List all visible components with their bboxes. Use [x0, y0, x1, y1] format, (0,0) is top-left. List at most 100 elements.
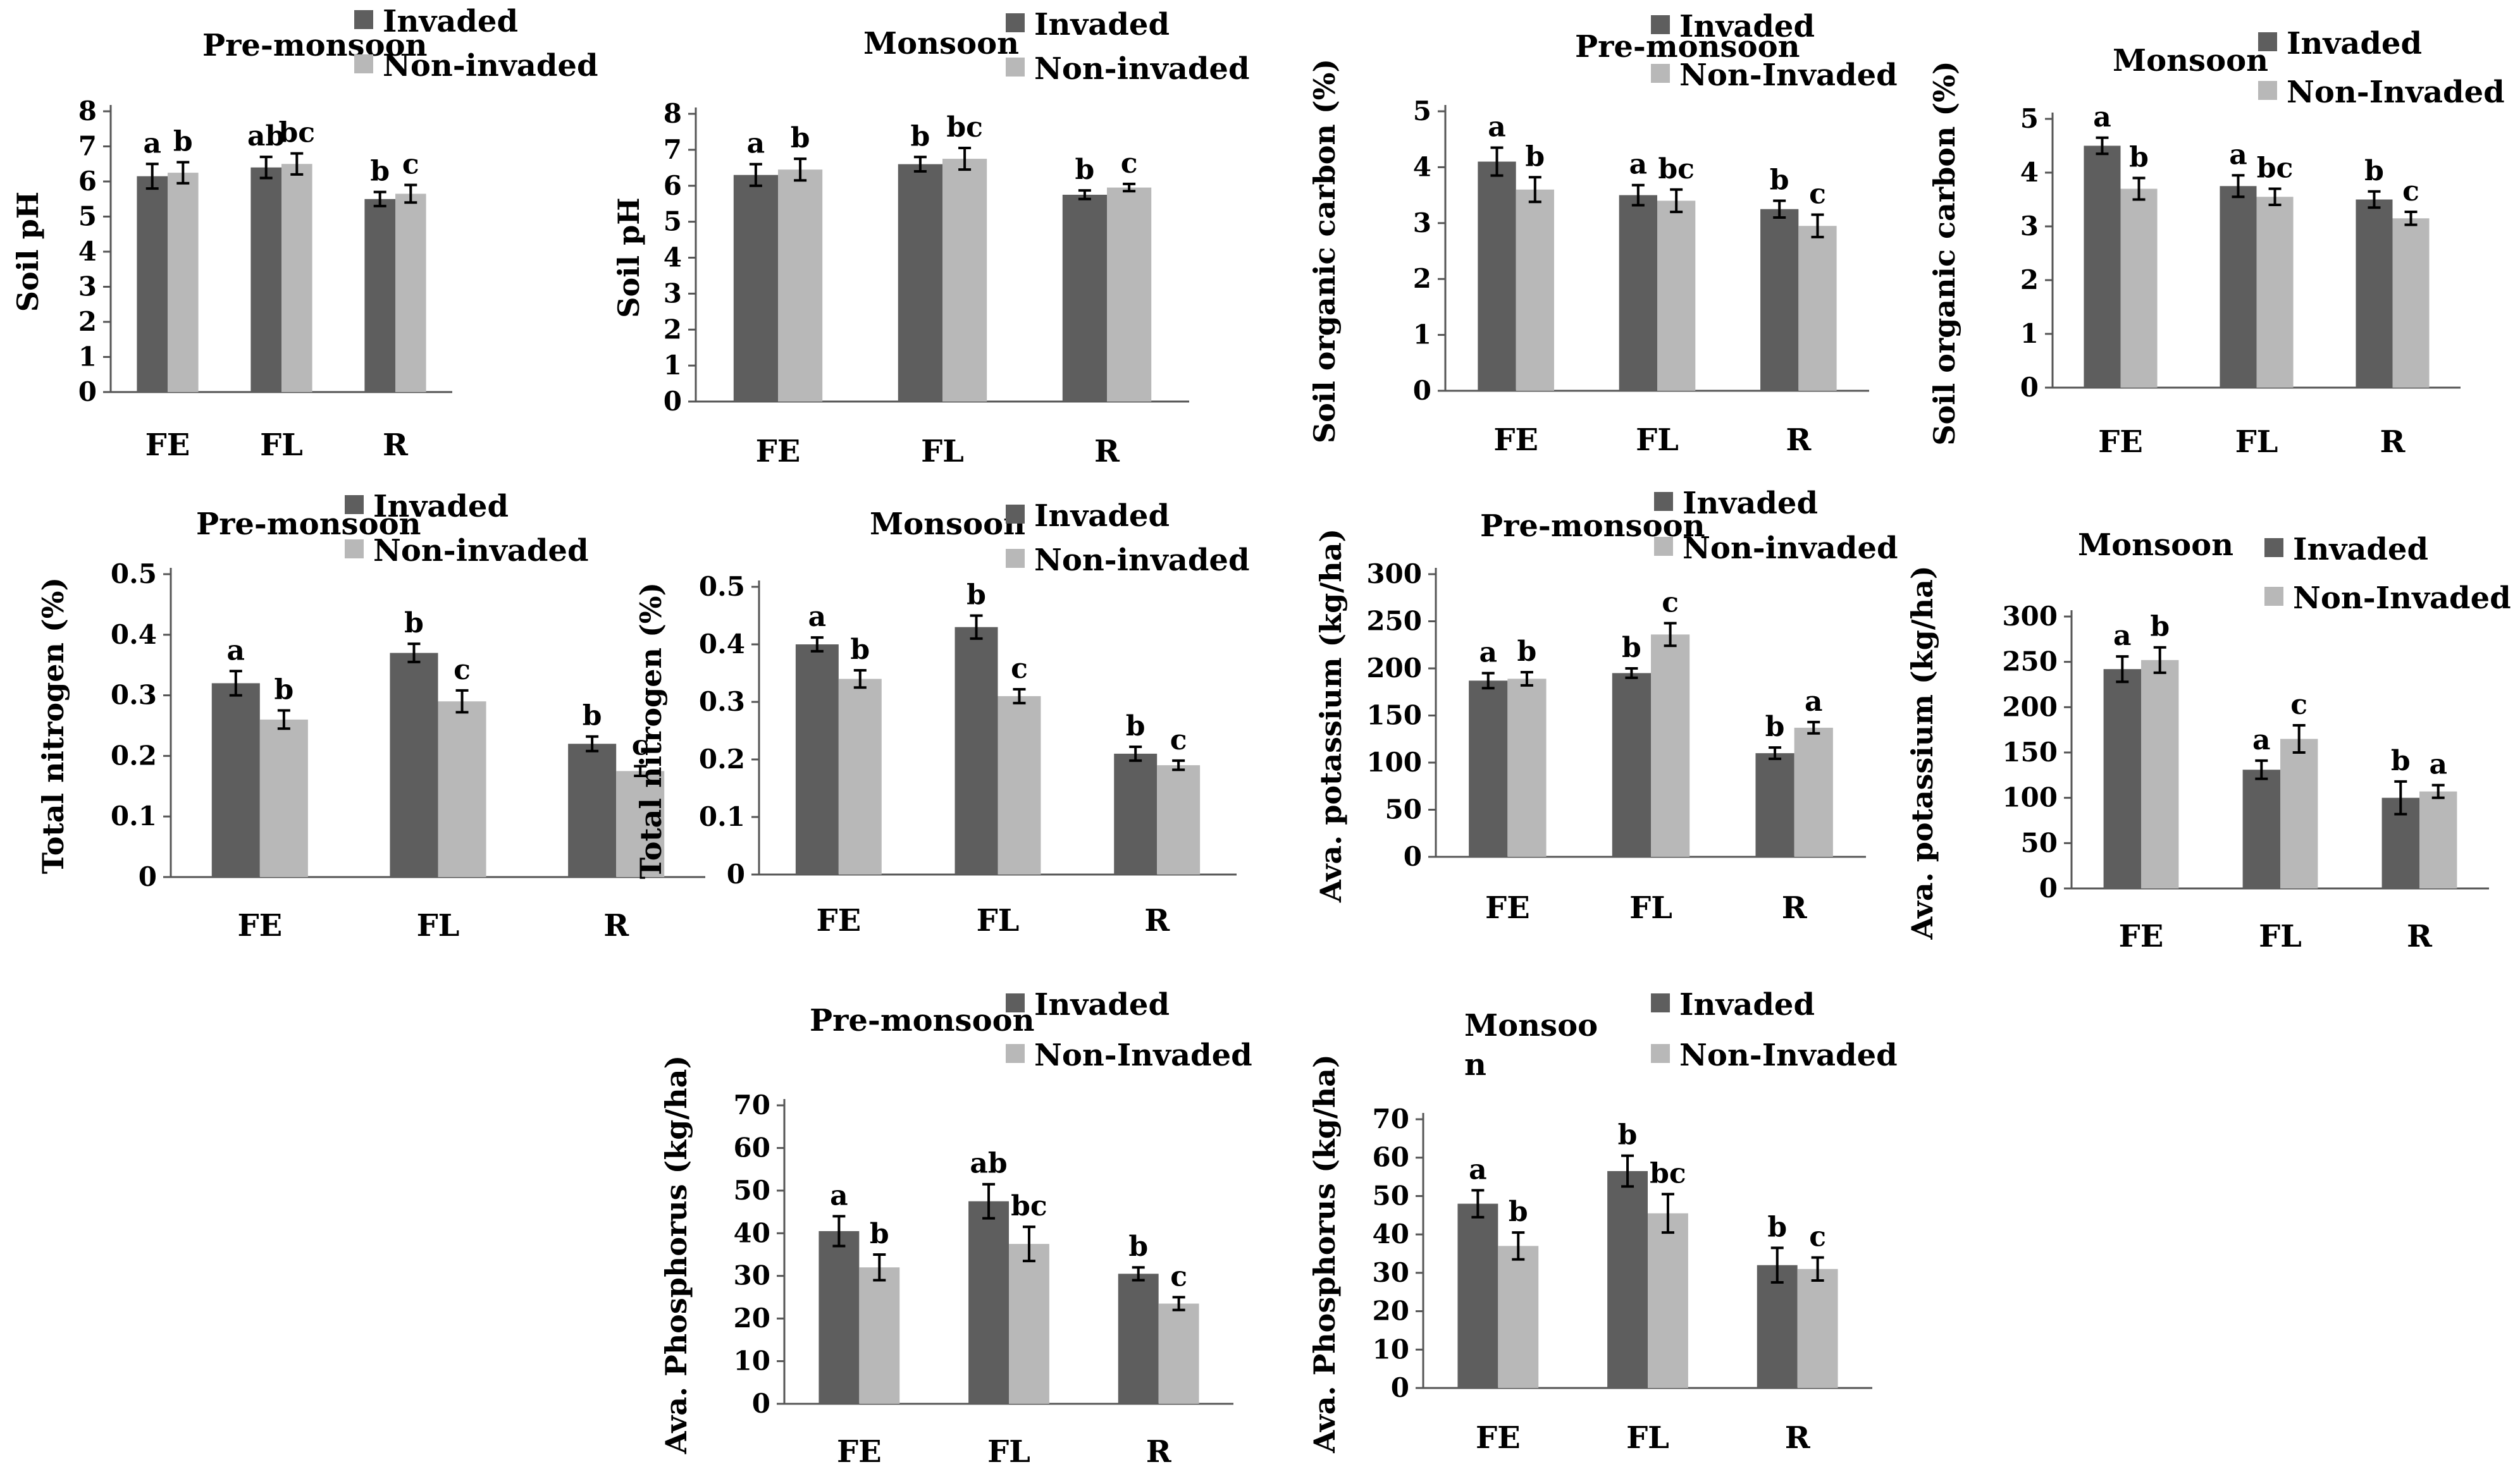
y-tick-label: 0: [78, 376, 97, 407]
significance-label: b: [2150, 611, 2170, 643]
bar-invaded-FL: [2220, 186, 2257, 388]
significance-label: c: [2402, 175, 2419, 207]
bar-invaded-FL: [898, 164, 942, 402]
y-tick-label: 3: [664, 278, 682, 309]
legend-label-invaded: Invaded: [1683, 486, 1818, 521]
y-tick-label: 60: [1373, 1142, 1409, 1173]
bar-non-invaded-FE: [2141, 660, 2179, 888]
significance-label: b: [1618, 1119, 1638, 1152]
bar-invaded-R: [364, 199, 395, 392]
chart-panel-6: Monsoon Invaded Non-invaded 0 0.1 0.2 0.3 0.4 0.…: [634, 498, 1250, 938]
significance-label: b: [1525, 140, 1545, 173]
x-category-label-R: R: [1782, 890, 1808, 926]
y-tick-label: 7: [664, 134, 682, 165]
chart-title: Pre-monsoon: [810, 1003, 1035, 1038]
significance-label: a: [747, 128, 765, 160]
legend-label-invaded: Invaded: [383, 4, 518, 39]
y-tick-label: 8: [664, 98, 682, 129]
legend-swatch-non-invaded: [1654, 537, 1673, 556]
x-category-label-FE: FE: [1493, 422, 1538, 458]
y-tick-label: 30: [1373, 1257, 1409, 1288]
y-tick-label: 0: [2020, 372, 2039, 403]
bar-invaded-FL: [250, 167, 281, 392]
y-axis-label: Soil pH: [612, 197, 646, 318]
bar-invaded-FE: [818, 1231, 860, 1404]
significance-label: c: [454, 654, 471, 686]
chart-panel-2: Monsoon Invaded Non-invaded 0 1 2 3 4 5 6 7 8 Soil p…: [612, 7, 1250, 469]
significance-label: b: [1767, 1211, 1787, 1243]
y-tick-label: 5: [1413, 95, 1431, 126]
significance-label: b: [1509, 1196, 1528, 1228]
x-category-label-FL: FL: [1626, 1420, 1669, 1456]
significance-label: a: [1469, 1153, 1487, 1186]
y-tick-label: 300: [2002, 601, 2058, 632]
significance-label: b: [404, 607, 424, 639]
significance-label: c: [402, 149, 419, 181]
y-tick-label: 0: [1404, 841, 1422, 872]
significance-label: b: [967, 579, 986, 611]
y-tick-label: 40: [734, 1217, 770, 1248]
bar-non-invaded-R: [2419, 791, 2457, 888]
bar-invaded-R: [1062, 194, 1107, 402]
bar-non-invaded-FL: [1657, 200, 1696, 391]
bar-non-invaded-R: [1158, 1303, 1199, 1404]
significance-label: b: [1075, 154, 1095, 186]
legend-swatch-invaded: [2264, 538, 2283, 557]
chart-title: Monsoon: [2113, 43, 2268, 78]
y-tick-label: 70: [1373, 1103, 1409, 1134]
y-tick-label: 2: [2020, 264, 2039, 295]
chart-title: Monsoon: [863, 26, 1019, 61]
legend-label-invaded: Invaded: [2287, 26, 2422, 61]
y-tick-label: 70: [734, 1090, 770, 1121]
bar-non-invaded-FL: [942, 159, 987, 402]
y-tick-label: 20: [734, 1303, 770, 1334]
legend-label-non-invaded: Non-Invaded: [1034, 1038, 1252, 1073]
y-axis-label: Total nitrogen (%): [634, 582, 668, 879]
legend-swatch-invaded: [1651, 993, 1670, 1012]
chart-panel-10: Monsoo n Invaded Non-Invaded 0 10 20 30 40 50 60 70…: [1307, 987, 1898, 1456]
x-category-label-R: R: [1144, 903, 1170, 938]
bar-non-invaded-R: [616, 771, 665, 877]
y-tick-label: 50: [734, 1175, 770, 1206]
significance-label: bc: [1658, 153, 1695, 185]
bar-non-invaded-FE: [168, 173, 199, 392]
legend-swatch-non-invaded: [1006, 58, 1025, 77]
bar-invaded-R: [1757, 1265, 1798, 1388]
bar-invaded-FE: [211, 683, 260, 877]
significance-label: c: [2290, 689, 2307, 721]
legend-swatch-invaded: [1654, 492, 1673, 511]
y-tick-label: 0: [664, 386, 682, 417]
x-category-label-FE: FE: [145, 427, 190, 463]
y-tick-label: 1: [78, 341, 97, 372]
y-tick-label: 5: [664, 206, 682, 237]
y-tick-label: 0: [727, 859, 745, 890]
bar-invaded-FL: [954, 627, 998, 875]
significance-label: c: [1170, 724, 1187, 756]
bar-invaded-FE: [1478, 161, 1516, 391]
bar-invaded-FE: [1469, 680, 1508, 857]
x-category-label-FL: FL: [921, 434, 964, 469]
y-tick-label: 4: [2020, 157, 2039, 188]
significance-label: a: [1488, 111, 1506, 143]
significance-label: a: [2113, 620, 2132, 652]
significance-label: b: [1126, 710, 1146, 742]
bar-non-invaded-FL: [438, 701, 486, 877]
chart-panel-8: Monsoon Invaded Non-Invaded 0 50 100 150 200 250…: [1905, 527, 2511, 954]
y-axis-label: Soil pH: [11, 192, 45, 312]
legend-label-invaded: Invaded: [1034, 498, 1170, 534]
significance-label: c: [1809, 1221, 1826, 1253]
legend-swatch-invaded: [354, 10, 373, 29]
legend-swatch-invaded: [2258, 32, 2277, 51]
y-tick-label: 4: [78, 236, 97, 267]
significance-label: b: [370, 156, 390, 188]
y-tick-label: 250: [2002, 646, 2058, 677]
legend-label-invaded: Invaded: [373, 489, 509, 524]
bar-invaded-R: [1114, 753, 1158, 875]
significance-label: a: [808, 601, 827, 633]
x-category-label-FE: FE: [1476, 1420, 1521, 1456]
y-tick-label: 3: [1413, 207, 1431, 238]
y-tick-label: 2: [78, 306, 97, 337]
